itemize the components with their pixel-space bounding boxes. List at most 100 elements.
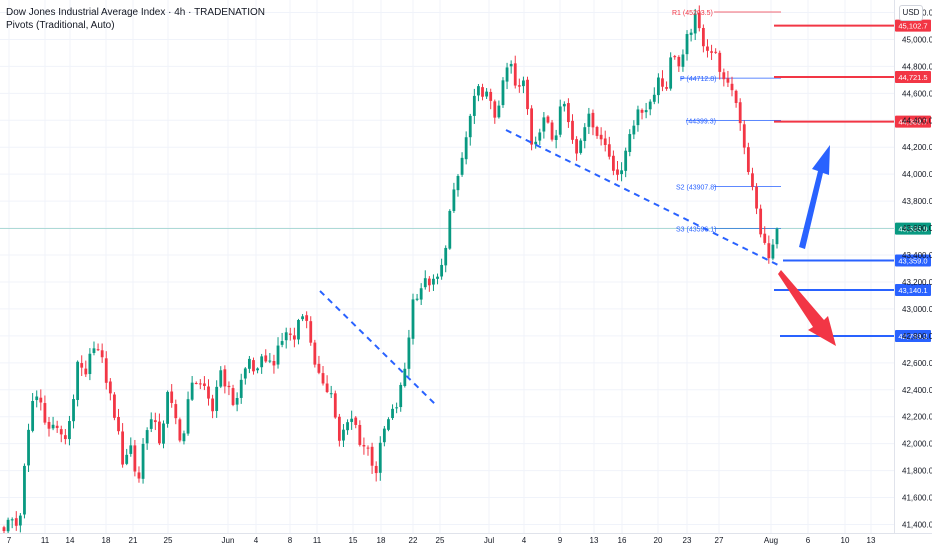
price-tick-label: 44,000.0 — [902, 170, 932, 179]
candle-body — [673, 56, 677, 58]
candle-body — [726, 78, 730, 83]
candle-body — [121, 431, 125, 465]
level-price-tag — [895, 284, 931, 297]
candle-body — [358, 424, 362, 445]
candle-body — [260, 356, 264, 368]
trendline-june — [319, 290, 436, 405]
level-price-tag — [895, 70, 931, 83]
candle-body — [178, 419, 182, 441]
candle-body — [231, 388, 235, 405]
candle-body — [579, 140, 583, 153]
candle-body — [162, 423, 165, 444]
candle-body — [362, 445, 366, 447]
candle-body — [370, 446, 374, 466]
candle-body — [583, 127, 587, 141]
candle-body — [534, 141, 538, 145]
symbol-title[interactable]: Dow Jones Industrial Average Index · 4h … — [6, 7, 265, 18]
candle-body — [436, 276, 439, 279]
price-tick-label: 42,600.0 — [902, 359, 932, 368]
candle-body — [129, 445, 133, 454]
price-tick-label: 42,800.0 — [902, 332, 932, 341]
currency-button[interactable]: USD — [899, 5, 923, 21]
candle-body — [313, 342, 317, 365]
candle-body — [47, 421, 51, 429]
candle-body — [272, 361, 276, 366]
time-tick-label: 20 — [654, 536, 663, 545]
candle-body — [268, 360, 272, 362]
candle-body — [656, 77, 660, 96]
time-tick-label: 25 — [436, 536, 445, 545]
candle-body — [387, 419, 390, 430]
candle-body — [190, 382, 194, 400]
candle-body — [117, 417, 120, 432]
level-price-tag — [895, 329, 931, 342]
price-tick-label: 44,800.0 — [902, 62, 932, 71]
candle-body — [477, 86, 480, 96]
candle-body — [153, 420, 157, 423]
time-tick-label: 25 — [164, 536, 173, 545]
candle-body — [6, 519, 10, 532]
candle-body — [382, 428, 386, 443]
price-tick-label: 42,200.0 — [902, 413, 932, 422]
level-price-tag — [895, 19, 931, 32]
candle-body — [27, 429, 30, 466]
candle-body — [432, 278, 435, 285]
candle-body — [771, 244, 775, 259]
candle-body — [513, 63, 517, 86]
time-tick-label: 15 — [349, 536, 358, 545]
candle-body — [174, 404, 178, 419]
candle-body — [166, 391, 169, 424]
candle-body — [730, 83, 734, 91]
candle-body — [76, 361, 80, 400]
time-tick-label: Jul — [484, 536, 494, 545]
candle-body — [337, 416, 341, 441]
candle-body — [755, 186, 758, 209]
candle-body — [526, 79, 529, 110]
candle-body — [440, 264, 444, 277]
candle-body — [538, 132, 542, 141]
candle-body — [632, 125, 636, 135]
candle-body — [407, 337, 411, 369]
indicator-label[interactable]: Pivots (Traditional, Auto) — [6, 20, 115, 31]
level-price-tag — [895, 254, 931, 267]
price-tick-label: 42,000.0 — [902, 440, 932, 449]
candle-body — [247, 358, 251, 369]
candle-body — [706, 46, 709, 51]
candle-body — [219, 370, 223, 387]
price-tick-label: 41,400.0 — [902, 521, 932, 530]
candle-body — [72, 399, 75, 422]
candle-body — [55, 425, 59, 428]
candle-body — [145, 430, 149, 444]
candle-body — [63, 435, 67, 440]
candle-body — [141, 443, 145, 479]
candle-body — [182, 433, 186, 442]
candle-body — [448, 210, 452, 249]
candle-body — [43, 403, 47, 423]
candle-body — [203, 383, 206, 386]
price-tick-label: 45,000.0 — [902, 35, 932, 44]
time-tick-label: 18 — [102, 536, 111, 545]
time-tick-label: 8 — [288, 536, 293, 545]
price-tick-label: 43,600.0 — [902, 224, 932, 233]
level-price-label: 43,359.0 — [898, 257, 927, 266]
arrow-up-icon — [799, 145, 830, 249]
pivot-label-p: P (44712.8) — [680, 76, 716, 83]
candle-body — [517, 85, 521, 87]
drawings-under — [0, 11, 894, 230]
time-tick-label: 18 — [377, 536, 386, 545]
candle-body — [763, 233, 767, 243]
time-tick-label: 13 — [867, 536, 876, 545]
candle-body — [485, 91, 489, 97]
candle-body — [227, 385, 231, 388]
candle-body — [104, 358, 108, 383]
candle-body — [427, 278, 431, 286]
candle-body — [669, 57, 673, 89]
candle-body — [256, 368, 259, 371]
candle-body — [415, 298, 419, 300]
candle-body — [587, 113, 591, 127]
candle-body — [305, 315, 309, 321]
candle-body — [636, 109, 640, 126]
candle-body — [722, 72, 726, 80]
candle-body — [648, 101, 652, 110]
